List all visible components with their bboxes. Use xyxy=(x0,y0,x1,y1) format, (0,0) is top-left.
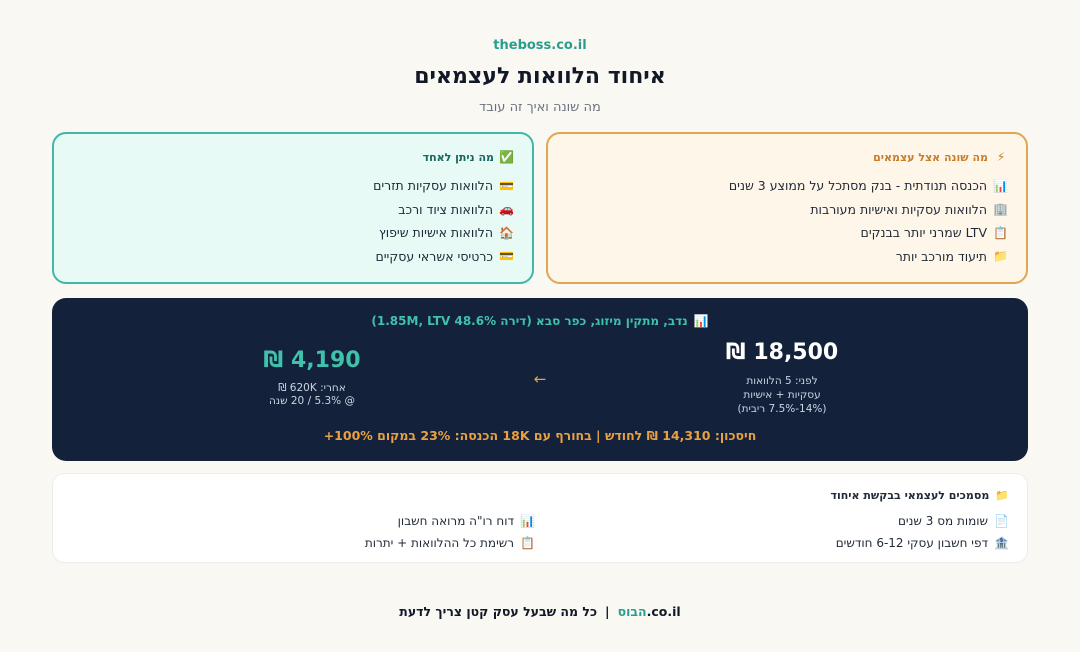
list-item-text: הלוואות ציוד ורכב xyxy=(398,201,493,217)
building-icon: 🏢 xyxy=(993,202,1008,217)
document-icon: 📄 xyxy=(994,514,1009,528)
footer-brand-prefix: הבוס xyxy=(617,604,647,619)
check-icon: ✅ xyxy=(499,150,514,164)
chart-icon: 📊 xyxy=(993,178,1008,193)
after-line: אחרי: 620K ₪ xyxy=(278,382,346,394)
chart-icon: 📊 xyxy=(520,514,535,528)
folder-icon: 📁 xyxy=(993,249,1008,264)
list-item: 📊 דוח רו"ה מרואה חשבון xyxy=(398,514,535,528)
card-icon: 💳 xyxy=(499,178,514,193)
list-item: 🚗 הלוואות ציוד ורכב xyxy=(72,198,514,222)
what-can-merge-heading: ✅ מה ניתן לאחד xyxy=(72,150,514,164)
before-line: (14%-7.5% ריבית) xyxy=(737,403,827,415)
list-item-text: הלוואות עסקיות ואישיות מעורבות xyxy=(810,201,987,217)
list-item: 💳 כרטיסי אשראי עסקיים xyxy=(72,245,514,269)
folder-icon: 📁 xyxy=(995,489,1009,502)
before-line: עסקיות + אישיות xyxy=(743,389,821,401)
page-title: איחוד הלוואות לעצמאים xyxy=(414,64,666,89)
before-details: לפני: 5 הלוואות עסקיות + אישיות (14%-7.5… xyxy=(692,374,872,416)
bank-icon: 🏦 xyxy=(994,536,1009,550)
car-icon: 🚗 xyxy=(499,202,514,217)
list-item: 🏦 דפי חשבון עסקי 6-12 חודשים xyxy=(836,536,1009,550)
house-icon: 🏠 xyxy=(499,225,514,240)
list-item: 🏢 הלוואות עסקיות ואישיות מעורבות xyxy=(566,198,1008,222)
footer-tagline: כל מה שבעל עסק קטן צריך לדעת xyxy=(399,604,598,619)
documents-title: מסמכים לעצמאי בבקשת איחוד xyxy=(830,489,990,502)
documents-heading: 📁 מסמכים לעצמאי בבקשת איחוד xyxy=(830,489,1009,502)
list-item-text: תיעוד מורכב יותר xyxy=(895,248,987,264)
site-name: theboss.co.il xyxy=(493,38,587,53)
example-panel: 📊 נדב, מתקין מיזוג, כפר סבא (דירה 1.85M,… xyxy=(52,298,1028,461)
what-can-merge-title: מה ניתן לאחד xyxy=(422,150,494,164)
lightning-icon: ⚡ xyxy=(996,150,1006,164)
what-differs-heading: ⚡ מה שונה אצל עצמאים xyxy=(566,150,1008,164)
after-line: @ 5.3% / 20 שנה xyxy=(269,395,355,407)
list-item-text: הכנסה תנודתית - בנק מסתכל על ממוצע 3 שני… xyxy=(728,178,987,194)
example-heading: 📊 נדב, מתקין מיזוג, כפר סבא (דירה 1.85M,… xyxy=(52,314,1028,328)
after-details: אחרי: 620K ₪ @ 5.3% / 20 שנה xyxy=(222,382,402,408)
what-differs-title: מה שונה אצל עצמאים xyxy=(873,150,988,164)
before-line: לפני: 5 הלוואות xyxy=(746,375,818,387)
arrow-icon: ← xyxy=(533,370,547,388)
list-item-text: דוח רו"ה מרואה חשבון xyxy=(397,514,515,528)
clipboard-icon: 📋 xyxy=(520,536,535,550)
list-item: 💳 הלוואות עסקיות תזרים xyxy=(72,174,514,198)
footer-brand-suffix: .co.il xyxy=(646,604,681,619)
list-item: 🏠 הלוואות אישיות שיפוץ xyxy=(72,221,514,245)
list-item-text: רשימת כל ההלוואות + יתרות xyxy=(364,536,515,550)
clipboard-icon: 📋 xyxy=(993,225,1008,240)
list-item: 📊 הכנסה תנודתית - בנק מסתכל על ממוצע 3 ש… xyxy=(566,174,1008,198)
footer-brand: הבוס.co.il xyxy=(618,604,681,619)
list-item-text: שומות מס 3 שנים xyxy=(897,514,989,528)
footer: הבוס.co.il | כל מה שבעל עסק קטן צריך לדע… xyxy=(0,604,1080,619)
what-can-merge-card: ✅ מה ניתן לאחד 💳 הלוואות עסקיות תזרים 🚗 … xyxy=(52,132,534,284)
page-subtitle: מה שונה ואיך זה עובד xyxy=(479,100,601,115)
what-differs-card: ⚡ מה שונה אצל עצמאים 📊 הכנסה תנודתית - ב… xyxy=(546,132,1028,284)
list-item-text: LTV שמרני יותר בבנקים xyxy=(860,225,987,241)
before-amount: 18,500 ₪ xyxy=(725,340,839,365)
example-title: נדב, מתקין מיזוג, כפר סבא (דירה 1.85M, L… xyxy=(371,314,688,328)
list-item-text: הלוואות עסקיות תזרים xyxy=(373,178,493,194)
list-item: 📋 LTV שמרני יותר בבנקים xyxy=(566,221,1008,245)
card-icon: 💳 xyxy=(499,249,514,264)
list-item-text: דפי חשבון עסקי 6-12 חודשים xyxy=(835,536,989,550)
documents-panel: 📁 מסמכים לעצמאי בבקשת איחוד 📄 שומות מס 3… xyxy=(52,473,1028,563)
list-item-text: כרטיסי אשראי עסקיים xyxy=(375,248,493,264)
footer-separator: | xyxy=(605,604,610,619)
list-item: 📁 תיעוד מורכב יותר xyxy=(566,245,1008,269)
list-item-text: הלוואות אישיות שיפוץ xyxy=(378,225,493,241)
list-item: 📄 שומות מס 3 שנים xyxy=(898,514,1009,528)
list-item: 📋 רשימת כל ההלוואות + יתרות xyxy=(365,536,535,550)
after-amount: 4,190 ₪ xyxy=(263,348,361,373)
chart-icon: 📊 xyxy=(693,314,709,328)
savings-summary: חיסכון: 14,310 ₪ לחודש | בחורף עם 18K הכ… xyxy=(323,428,757,443)
